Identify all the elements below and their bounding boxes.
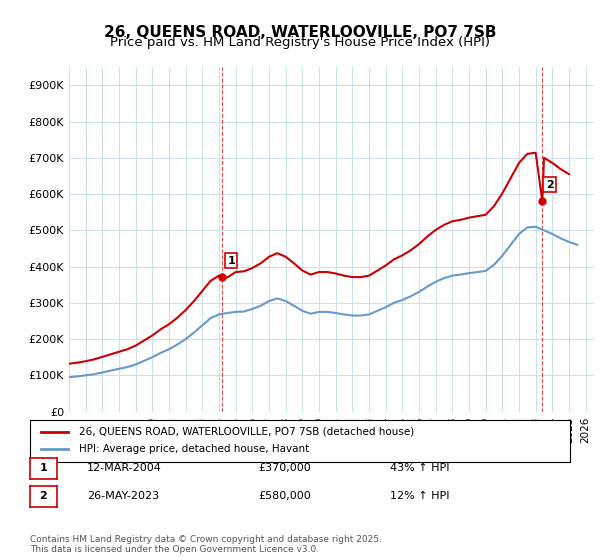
Text: 26-MAY-2023: 26-MAY-2023 — [87, 491, 159, 501]
Text: £580,000: £580,000 — [258, 491, 311, 501]
Text: 2: 2 — [40, 491, 47, 501]
Text: 43% ↑ HPI: 43% ↑ HPI — [390, 463, 449, 473]
Text: Price paid vs. HM Land Registry's House Price Index (HPI): Price paid vs. HM Land Registry's House … — [110, 36, 490, 49]
Text: HPI: Average price, detached house, Havant: HPI: Average price, detached house, Hava… — [79, 445, 309, 454]
Text: 1: 1 — [40, 463, 47, 473]
Text: 26, QUEENS ROAD, WATERLOOVILLE, PO7 7SB: 26, QUEENS ROAD, WATERLOOVILLE, PO7 7SB — [104, 25, 496, 40]
Text: 12-MAR-2004: 12-MAR-2004 — [87, 463, 162, 473]
Text: 26, QUEENS ROAD, WATERLOOVILLE, PO7 7SB (detached house): 26, QUEENS ROAD, WATERLOOVILLE, PO7 7SB … — [79, 427, 414, 437]
Text: 1: 1 — [227, 256, 235, 265]
Text: 2: 2 — [545, 180, 553, 189]
Text: Contains HM Land Registry data © Crown copyright and database right 2025.
This d: Contains HM Land Registry data © Crown c… — [30, 535, 382, 554]
Text: £370,000: £370,000 — [258, 463, 311, 473]
Text: 12% ↑ HPI: 12% ↑ HPI — [390, 491, 449, 501]
